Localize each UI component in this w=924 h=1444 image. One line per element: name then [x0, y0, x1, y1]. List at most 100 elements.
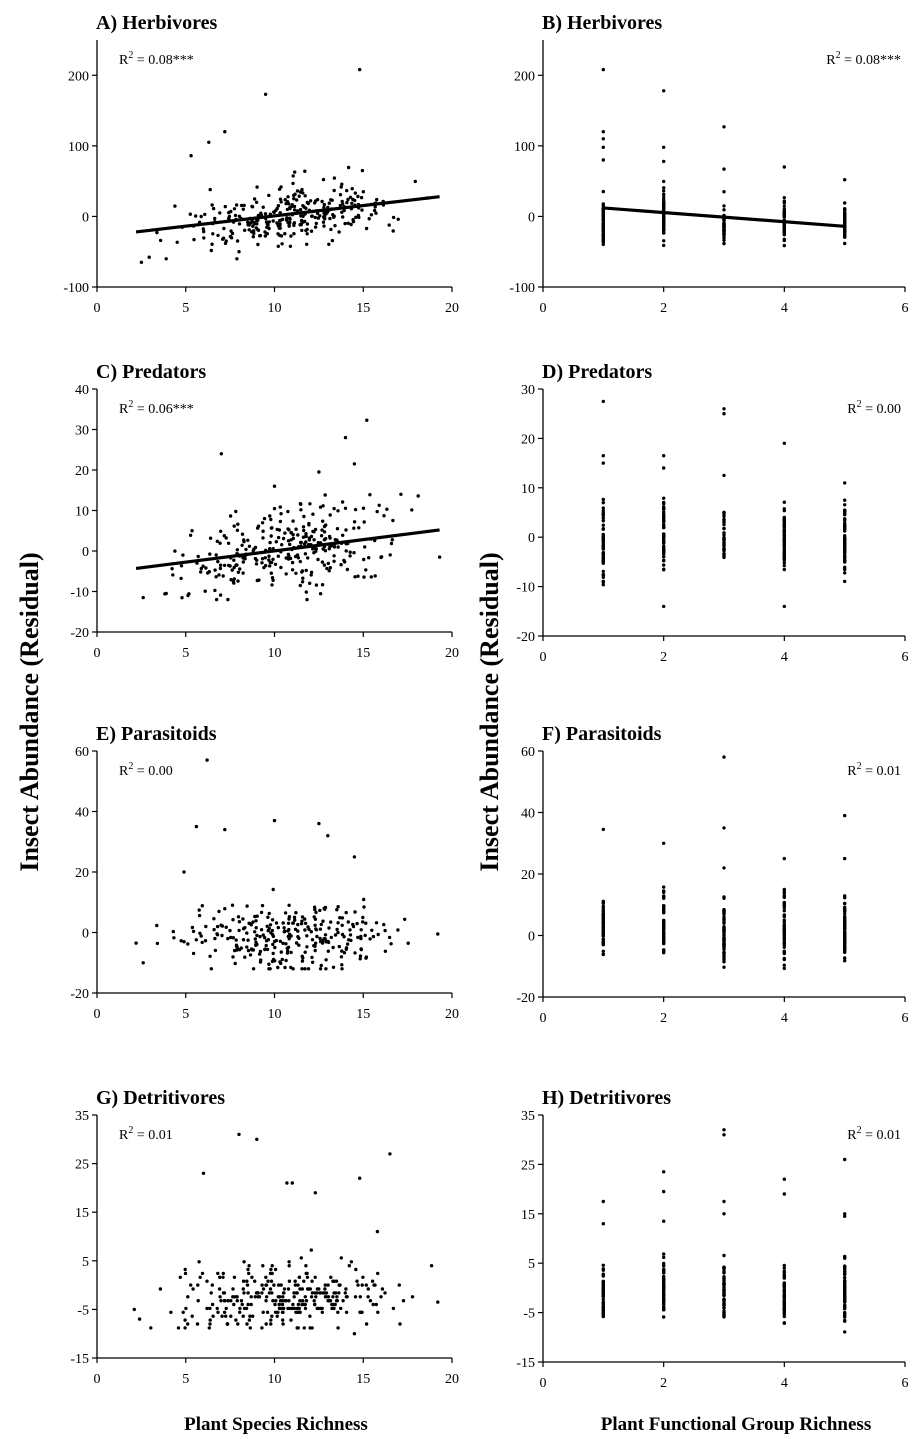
data-point: [270, 918, 275, 922]
data-point: [662, 215, 666, 219]
data-point: [344, 1287, 348, 1291]
data-point: [295, 189, 300, 193]
y-tick-label: -100: [63, 281, 89, 296]
data-point: [225, 1322, 230, 1326]
data-point: [288, 542, 292, 547]
data-point: [306, 1287, 310, 1291]
data-point: [358, 1310, 363, 1315]
data-point: [284, 942, 288, 946]
data-point: [359, 195, 364, 200]
data-point: [218, 593, 223, 597]
data-point: [263, 230, 267, 234]
data-point: [261, 1264, 265, 1268]
x-tick-label: 0: [540, 1376, 547, 1391]
data-point: [271, 942, 275, 947]
r2-letter: R: [826, 53, 836, 68]
r2-annotation: R2 = 0.01: [847, 1125, 901, 1143]
x-tick-label: 4: [781, 301, 788, 316]
data-point: [242, 1260, 246, 1264]
x-tick-label: 15: [356, 1007, 370, 1022]
data-point: [313, 1291, 317, 1295]
data-point: [782, 214, 786, 219]
data-point: [182, 940, 186, 944]
data-point: [137, 1317, 142, 1321]
data-point: [141, 595, 145, 600]
data-point: [379, 1295, 383, 1299]
x-tick-label: 6: [902, 1376, 909, 1391]
data-point: [344, 947, 348, 951]
data-point: [239, 203, 244, 208]
data-point: [286, 921, 291, 925]
x-tick-label: 0: [94, 1372, 101, 1387]
data-point: [364, 568, 368, 572]
x-tick-label: 0: [540, 650, 547, 665]
data-point: [387, 935, 392, 940]
data-point: [301, 956, 305, 960]
data-point: [255, 218, 259, 223]
data-point: [294, 941, 299, 945]
data-point: [281, 1322, 285, 1326]
data-point: [286, 195, 290, 199]
data-point: [311, 512, 315, 516]
data-point: [326, 1283, 330, 1287]
data-point: [203, 212, 207, 217]
data-point: [323, 907, 327, 911]
data-point: [281, 536, 286, 541]
data-point: [265, 1310, 270, 1315]
data-point: [295, 553, 300, 557]
data-point: [662, 189, 666, 193]
data-point: [213, 936, 217, 941]
data-point: [287, 917, 291, 921]
data-point: [318, 936, 322, 941]
data-point: [273, 945, 277, 950]
data-point: [280, 1310, 285, 1315]
data-point: [270, 1264, 274, 1268]
data-point: [288, 206, 292, 211]
data-point: [358, 67, 362, 72]
data-point: [340, 967, 344, 971]
data-point: [280, 543, 284, 547]
data-point: [313, 944, 317, 948]
y-tick-label: -15: [70, 1352, 89, 1367]
data-point: [329, 227, 333, 232]
data-point: [218, 1295, 222, 1299]
data-point: [662, 906, 666, 911]
data-point: [390, 538, 394, 542]
data-point: [782, 891, 786, 895]
y-tick-label: 0: [82, 927, 89, 942]
data-point: [245, 1279, 249, 1283]
y-tick-label: 0: [528, 531, 535, 546]
data-point: [327, 569, 331, 573]
r2-value: = 0.08***: [841, 53, 901, 68]
data-point: [200, 904, 204, 908]
data-point: [368, 1299, 373, 1303]
x-tick-label: 6: [902, 650, 909, 665]
data-point: [601, 914, 605, 918]
data-point: [323, 933, 328, 937]
data-point: [289, 234, 293, 238]
data-point: [171, 929, 175, 934]
data-point: [263, 947, 267, 952]
data-point: [782, 1266, 786, 1270]
data-point: [356, 574, 360, 578]
data-point: [662, 563, 666, 567]
data-point: [382, 514, 386, 518]
data-point: [276, 554, 280, 558]
data-point: [351, 219, 356, 224]
data-point: [782, 966, 786, 971]
data-point: [245, 1322, 249, 1326]
data-point: [354, 215, 358, 219]
data-point: [241, 1314, 245, 1318]
data-point: [274, 938, 278, 943]
data-point: [782, 909, 786, 913]
data-point: [269, 571, 273, 575]
r2-value: = 0.01: [133, 1128, 172, 1143]
data-point: [220, 924, 225, 928]
data-point: [341, 1299, 345, 1303]
data-point: [302, 514, 306, 519]
data-point: [843, 229, 847, 233]
data-point: [299, 540, 303, 545]
data-point: [278, 223, 282, 227]
data-point: [261, 933, 265, 937]
data-point: [180, 596, 184, 600]
